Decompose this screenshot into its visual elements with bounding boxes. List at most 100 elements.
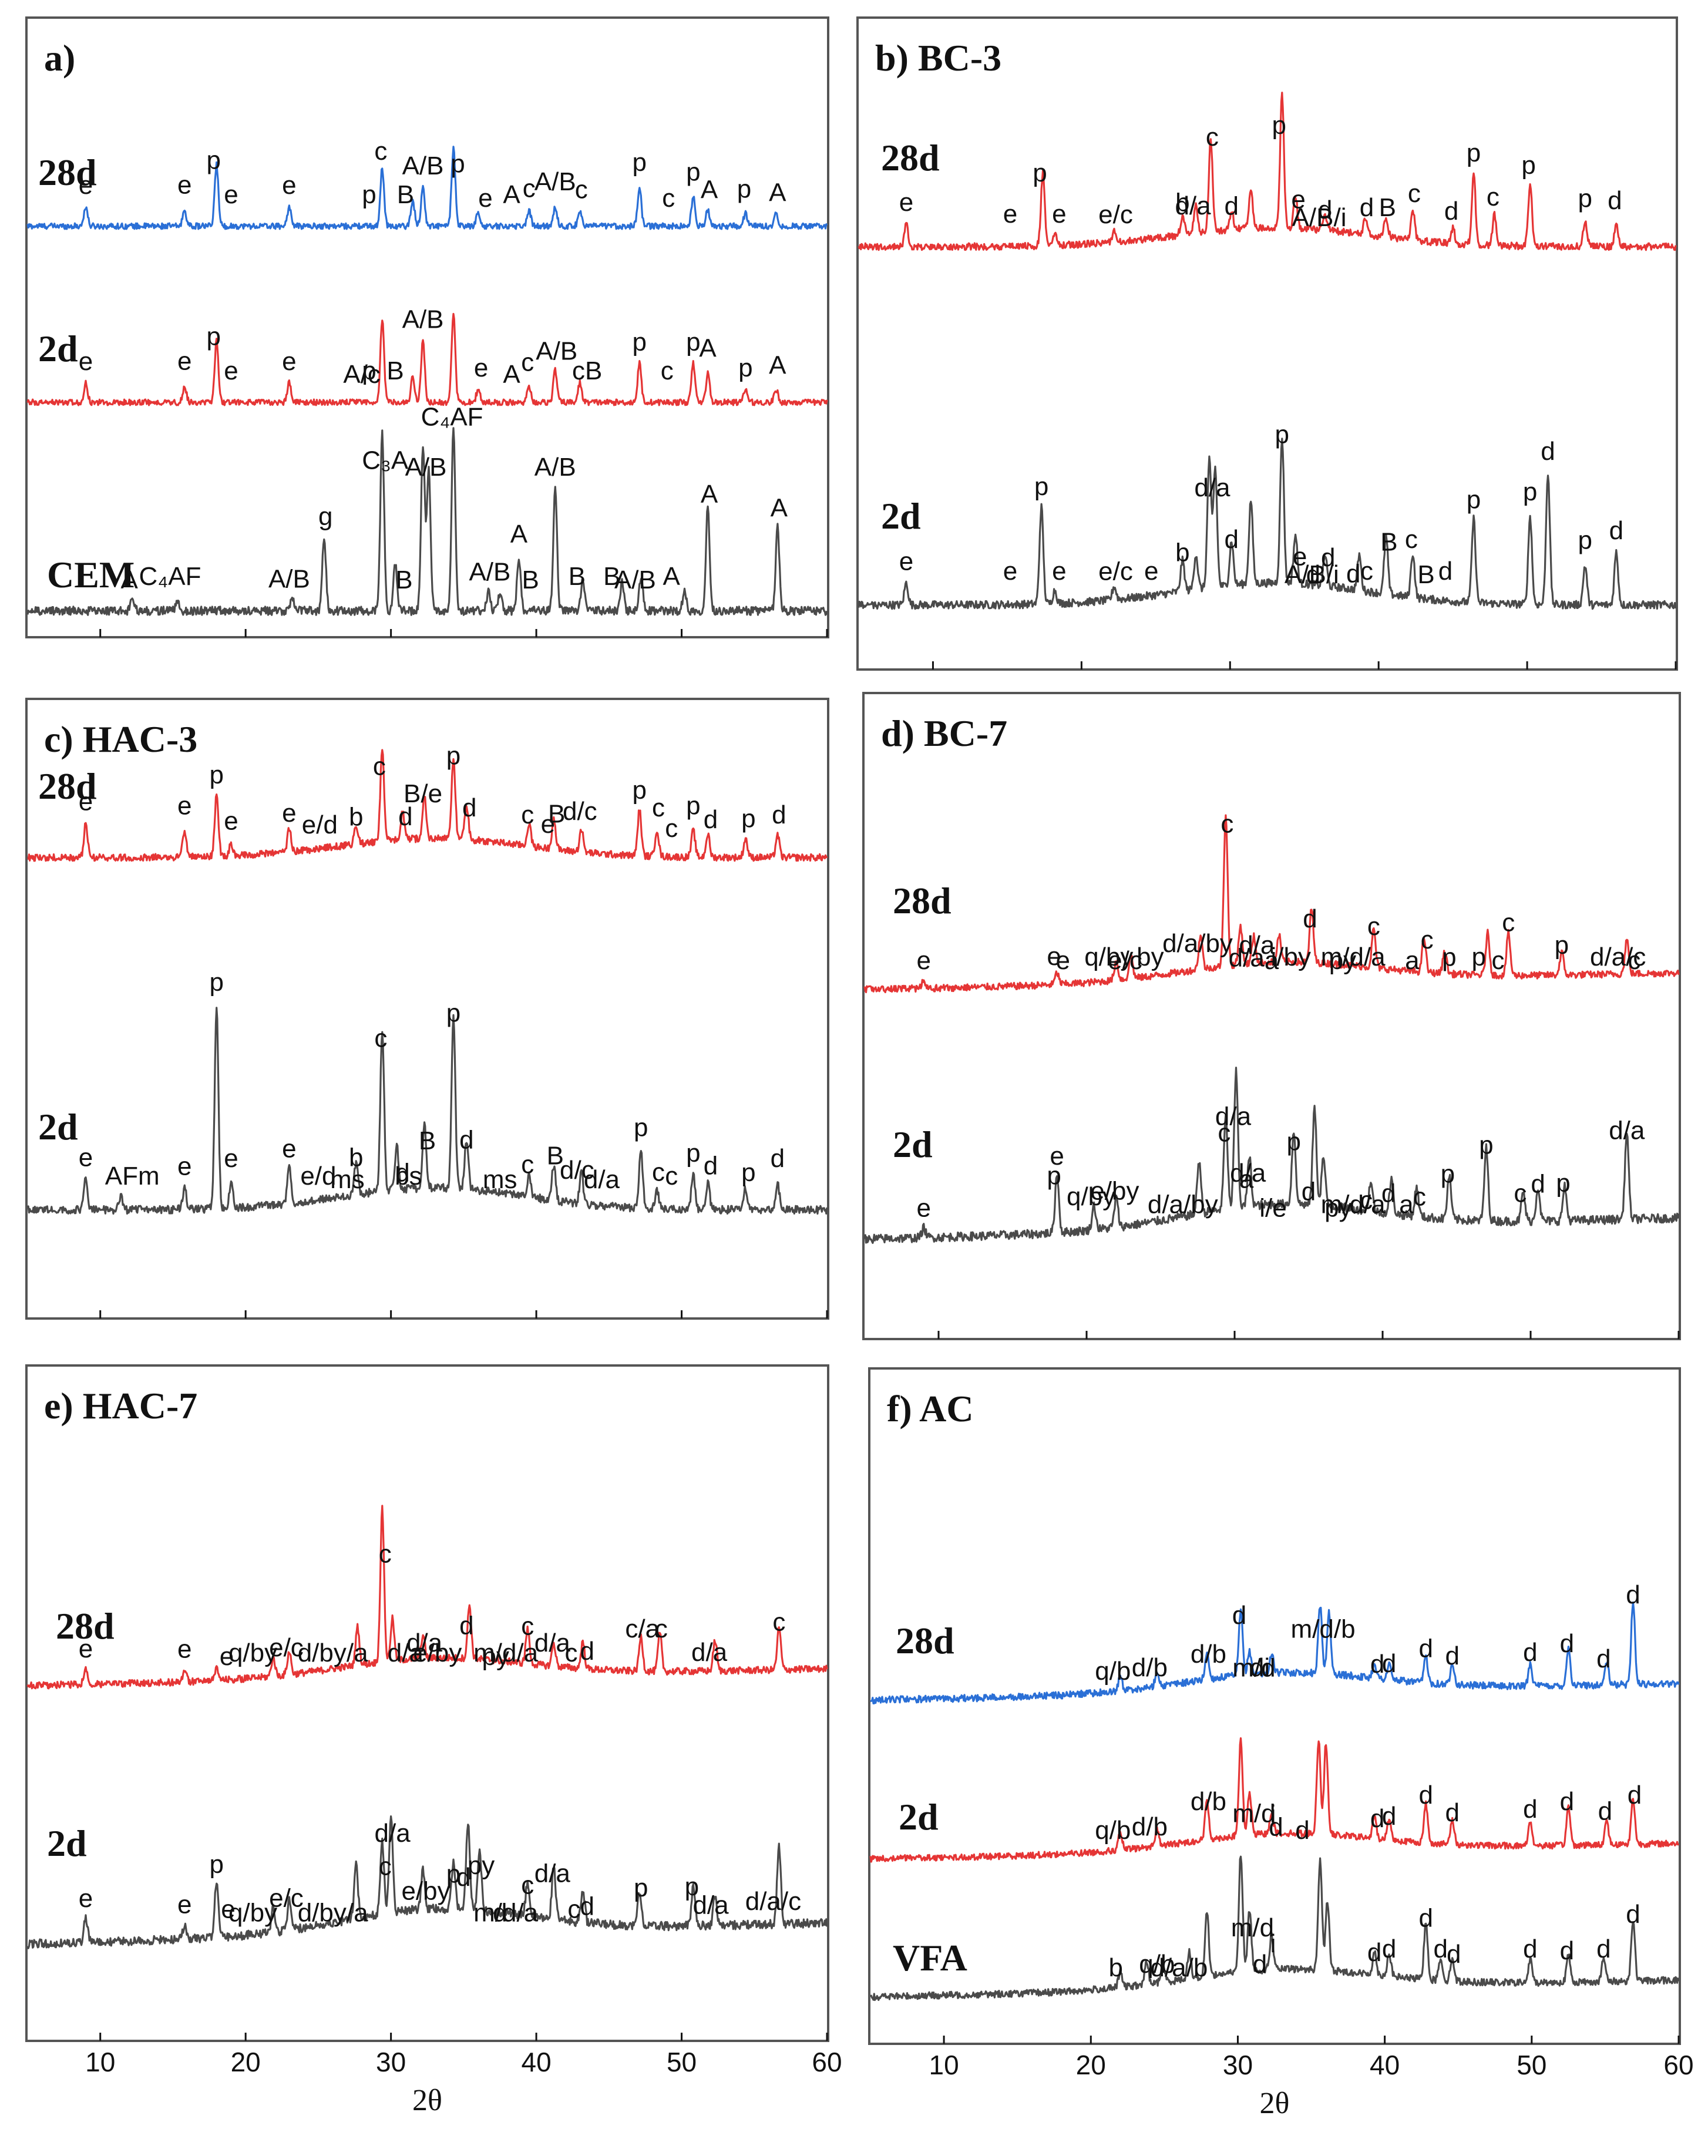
peak-label: p	[1555, 931, 1569, 960]
peak-label: d	[1560, 1787, 1574, 1816]
peak-label: p	[686, 792, 700, 820]
peak-label: c	[521, 1612, 534, 1641]
peak-label: d/a/c	[1590, 943, 1646, 971]
peak-label: d	[1626, 1900, 1640, 1929]
xrd-trace-d-2d	[863, 1067, 1680, 1244]
xrd-trace-e-28d	[26, 1505, 828, 1690]
peak-label: c	[1405, 525, 1418, 554]
peak-label: d	[1269, 1813, 1283, 1842]
peak-label: e	[282, 799, 296, 828]
peak-label: A/B	[534, 453, 576, 482]
peak-label: c	[772, 1608, 785, 1637]
peak-label: e/c	[1098, 200, 1133, 229]
xrd-trace-f-28d	[870, 1601, 1680, 1704]
peak-label: d	[1596, 1644, 1611, 1673]
peak-label: B	[569, 562, 586, 591]
peak-label: c	[1221, 809, 1233, 838]
peak-label: p	[1556, 1169, 1570, 1198]
series-label: VFA	[893, 1937, 967, 1979]
peak-label: p	[1578, 526, 1592, 555]
peak-label: d	[398, 802, 412, 831]
peak-label: e	[899, 188, 913, 217]
series-label: 28d	[896, 1620, 954, 1661]
peak-label: e	[224, 356, 238, 385]
panel-title: e) HAC-7	[44, 1385, 197, 1427]
peak-label: e	[177, 1890, 191, 1919]
peak-label: A/B	[469, 558, 510, 587]
peak-label: d/c	[560, 1156, 594, 1185]
peak-label: c	[373, 752, 386, 781]
peak-label: e	[282, 347, 296, 376]
peak-label: e	[1055, 946, 1070, 975]
series-label: CEM	[47, 554, 135, 596]
series-label: 28d	[38, 765, 97, 807]
peak-label: d/a	[375, 1819, 411, 1848]
peak-label: A	[121, 566, 139, 594]
panel-frame	[856, 16, 1678, 671]
peak-label: d	[1418, 1634, 1433, 1663]
peak-label: d	[1523, 1935, 1537, 1963]
peak-label: e	[177, 1635, 191, 1664]
peak-label: by	[1137, 943, 1164, 971]
peak-label: A/B	[405, 453, 447, 482]
peak-label: e	[221, 1895, 235, 1924]
peak-label: e	[541, 810, 555, 839]
peak-label: B	[1380, 528, 1397, 557]
peak-label: e/c	[1098, 557, 1133, 586]
peak-label: p	[1467, 139, 1481, 167]
peak-label: p	[741, 1158, 755, 1187]
peak-label: d	[1541, 437, 1555, 466]
peak-label: py	[1329, 946, 1356, 975]
peak-label: c	[1628, 946, 1640, 975]
series-label: 28d	[881, 137, 940, 179]
peak-label: d	[1523, 1638, 1537, 1667]
peak-label: e	[917, 946, 931, 975]
peak-label: B/e	[404, 779, 442, 808]
peak-label: g	[318, 502, 332, 531]
panel-frame	[862, 692, 1681, 1340]
peak-label: B	[547, 1142, 564, 1171]
peak-label: py	[1324, 1194, 1351, 1223]
peak-label: B	[1379, 193, 1396, 222]
peak-label: d	[1445, 1798, 1459, 1827]
peak-label: d	[580, 1892, 594, 1920]
peak-label: e	[79, 1143, 93, 1172]
peak-label: c	[1408, 179, 1421, 208]
peak-label: bs	[395, 1162, 422, 1190]
peak-label: b	[349, 803, 363, 832]
peak-label: p	[209, 1850, 223, 1879]
peak-label: c	[1492, 946, 1505, 975]
peak-label: py	[468, 1851, 495, 1880]
peak-label: e	[79, 1634, 93, 1663]
peak-label: d	[493, 1899, 507, 1928]
peak-label: d	[1598, 1797, 1612, 1825]
peak-label: c	[374, 137, 387, 166]
peak-label: A/B/i	[1285, 560, 1339, 589]
peak-label: e	[474, 354, 488, 382]
peak-label: e	[224, 180, 238, 209]
peak-label: d	[1560, 1629, 1574, 1658]
peak-label: q/by	[228, 1899, 277, 1928]
peak-label: d/a/by	[1162, 929, 1233, 958]
peak-label: A/B	[614, 566, 656, 594]
peak-label: d/a	[534, 1859, 571, 1888]
peak-label: d	[1381, 1179, 1396, 1208]
peak-label: A	[771, 493, 788, 522]
peak-label: e	[220, 1642, 234, 1671]
peak-label: d	[1303, 904, 1317, 933]
peak-label: d	[1360, 193, 1374, 222]
peak-label: p	[685, 1872, 699, 1901]
peak-label: d	[1346, 560, 1360, 588]
peak-label: e	[1052, 200, 1066, 228]
peak-label: A	[701, 176, 718, 204]
peak-label: b	[349, 1143, 363, 1172]
peak-label: py	[482, 1642, 509, 1671]
peak-label: d	[1318, 196, 1332, 224]
peak-label: p	[362, 356, 376, 385]
peak-label: d	[1531, 1169, 1545, 1198]
peak-label: d/a	[1215, 1102, 1252, 1131]
peak-label: e	[177, 347, 191, 376]
peak-label: B	[603, 562, 620, 591]
peak-label: m/d/a	[1321, 1190, 1386, 1219]
series-label: 2d	[899, 1796, 939, 1838]
